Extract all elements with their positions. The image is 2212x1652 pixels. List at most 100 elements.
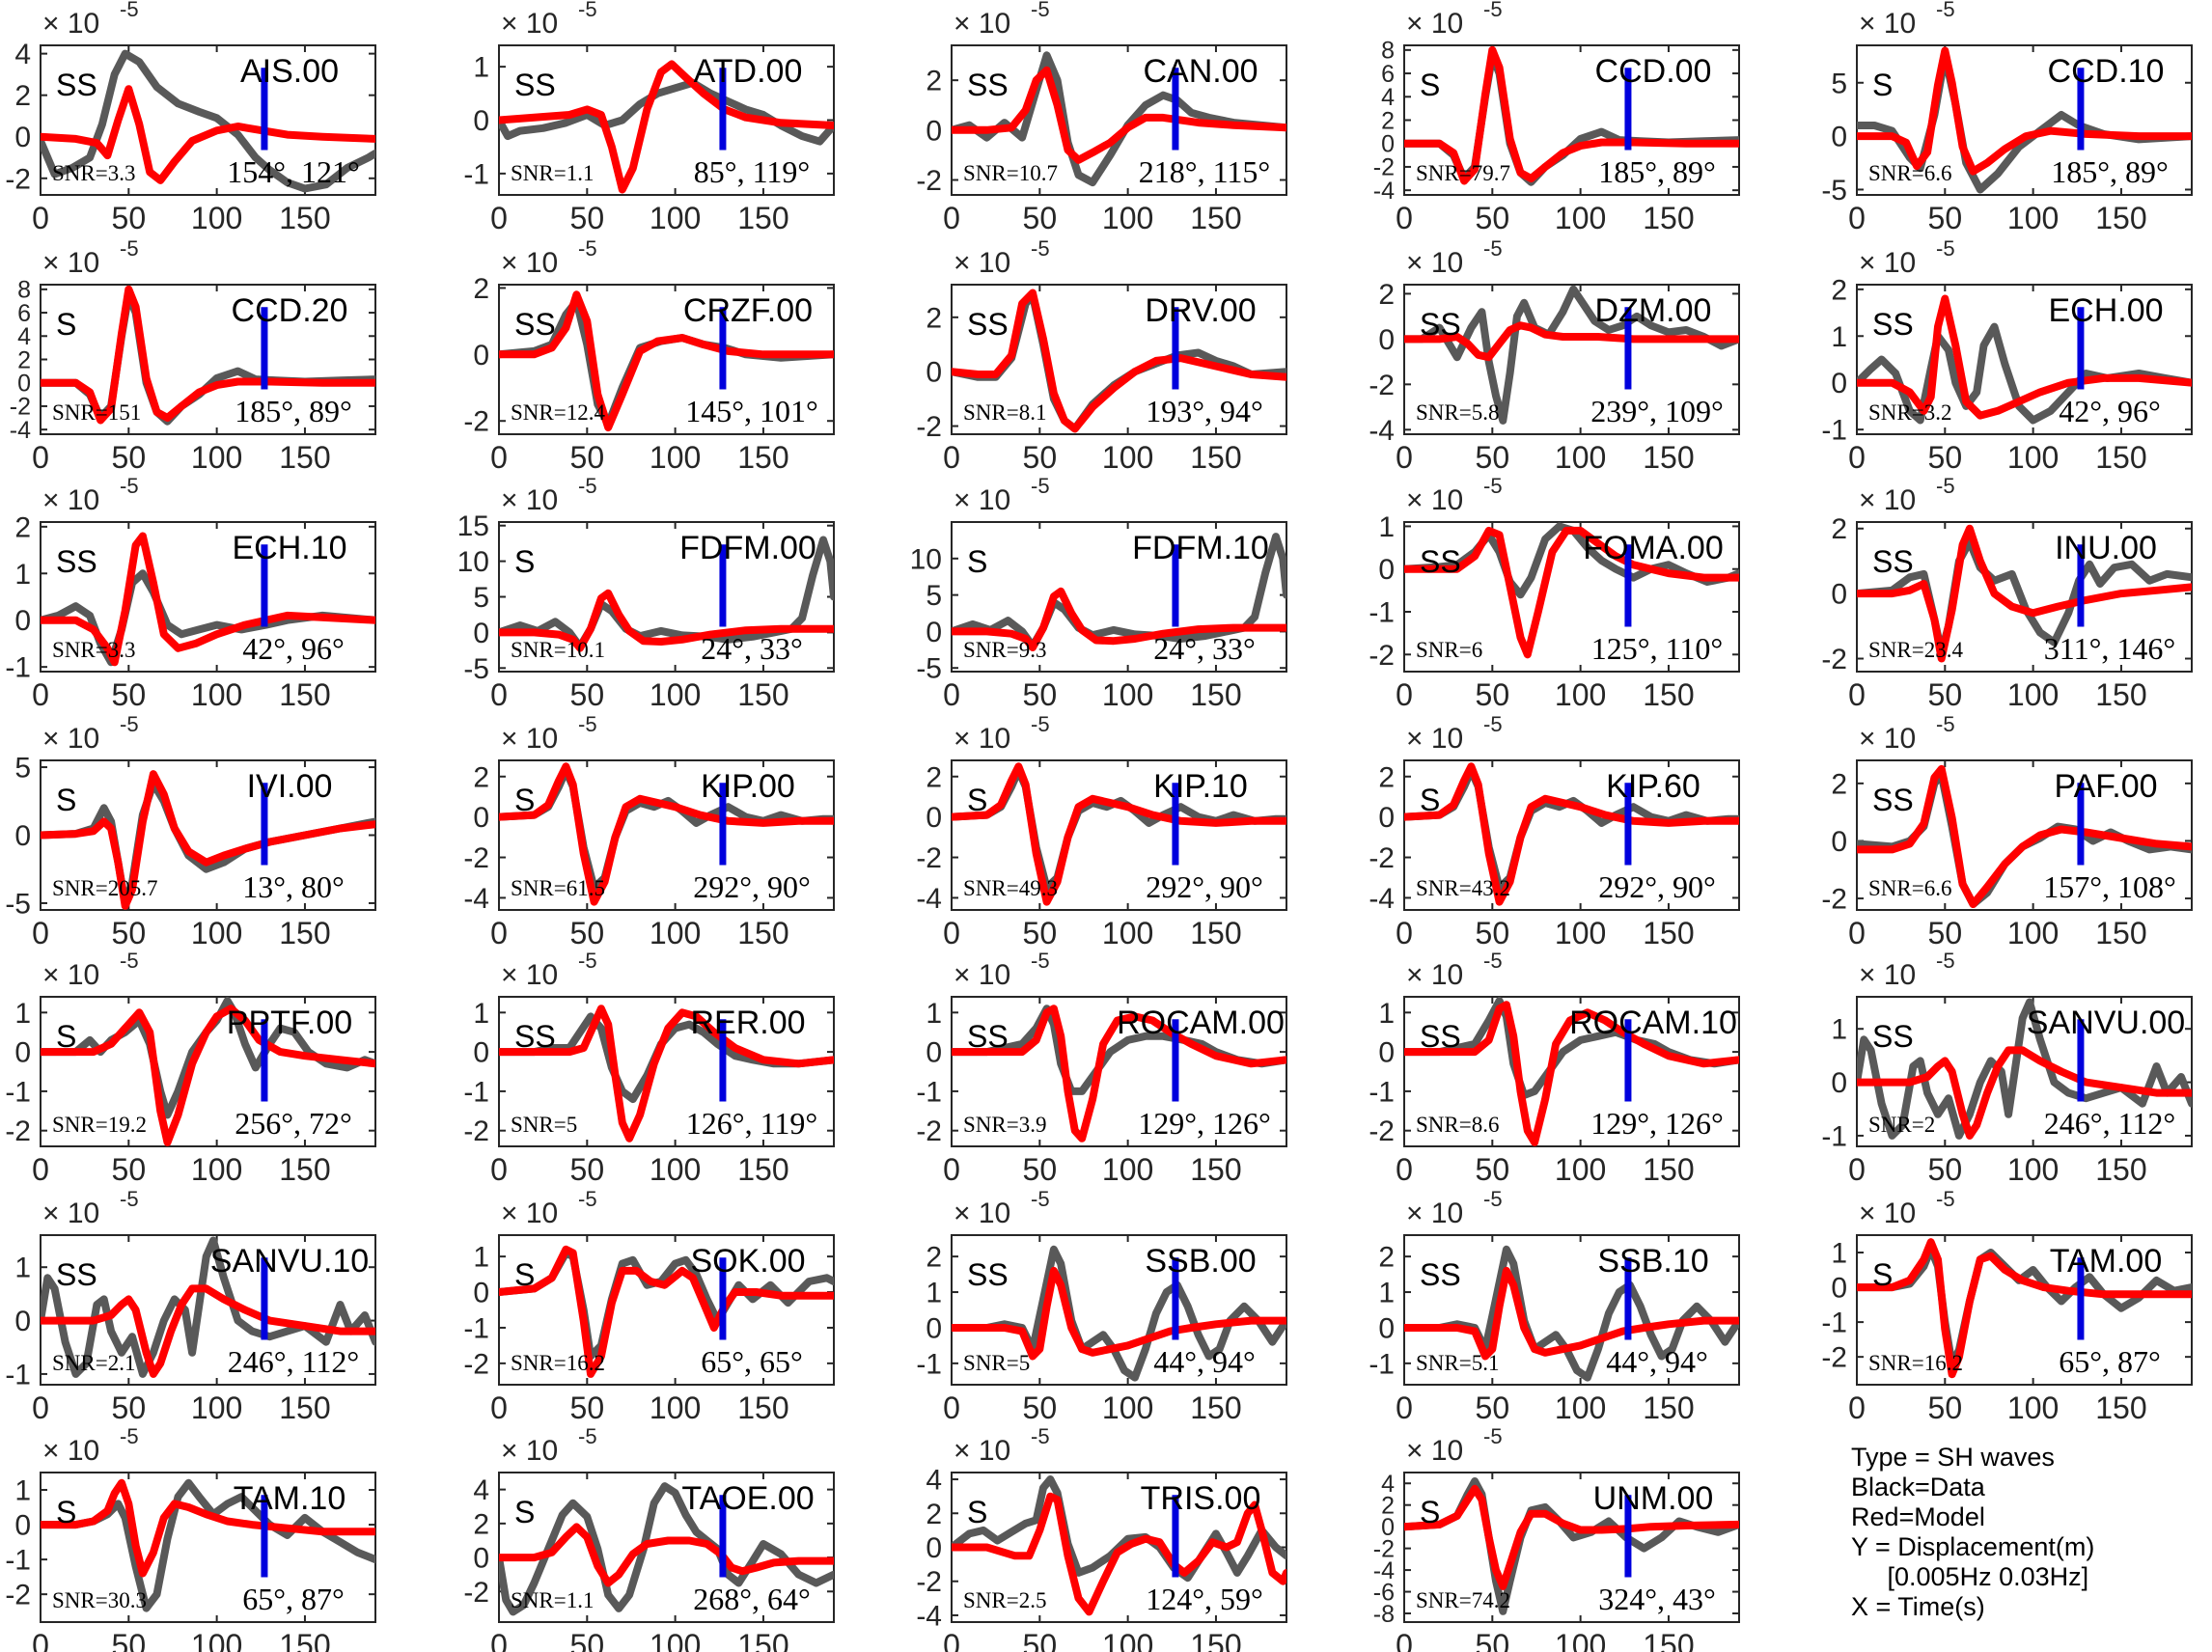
station-label: CRZF.00	[683, 292, 813, 329]
y-tick-label: -1	[5, 652, 31, 684]
y-exponent-label: × 10	[42, 8, 99, 40]
x-tick-label: 50	[570, 440, 605, 475]
x-tick-label: 150	[1190, 201, 1241, 235]
station-label: TAM.10	[234, 1480, 346, 1517]
y-tick-label: -1	[1821, 1308, 1847, 1339]
y-tick-label: -2	[463, 1348, 489, 1380]
y-tick-label: 4	[926, 1465, 942, 1497]
panel-rocam-00: 0 50 100 150 -2 -1 0 1 × 10 -5 ROCAM.00 SS SNR=3.9 12…	[916, 949, 1287, 1187]
y-exponent-label: × 10	[42, 1435, 99, 1467]
y-tick-label: -1	[463, 1312, 489, 1344]
phase-label: S	[514, 1495, 535, 1529]
station-label: SOK.00	[690, 1243, 805, 1280]
y-tick-label: -2	[1373, 154, 1395, 181]
y-exponent-power: -5	[1483, 0, 1503, 21]
x-tick-label: 150	[1643, 440, 1694, 475]
y-tick-label: 1	[1378, 1278, 1395, 1309]
station-label: SSB.00	[1145, 1243, 1256, 1280]
y-tick-label: 0	[926, 1312, 942, 1344]
model-trace	[1857, 764, 2192, 908]
y-tick-label: 0	[473, 1037, 489, 1069]
axes-box	[40, 521, 376, 673]
x-tick-label: 100	[1102, 1628, 1153, 1652]
azimuth-label: 324°, 43°	[1598, 1582, 1716, 1616]
azimuth-label: 185°, 89°	[235, 394, 352, 428]
phase-label: S	[967, 544, 987, 579]
azimuth-label: 65°, 87°	[2059, 1344, 2161, 1379]
x-tick-label: 150	[1643, 1390, 1694, 1425]
y-tick-label: 2	[473, 273, 489, 305]
y-tick-label: 5	[14, 753, 31, 785]
station-label: FDFM.10	[1132, 530, 1269, 566]
model-trace	[952, 587, 1286, 651]
legend-model: Red=Model	[1851, 1502, 1985, 1531]
axes-box	[1403, 521, 1740, 673]
y-tick-label: 4	[1381, 1471, 1395, 1498]
y-tick-label: 2	[1378, 761, 1395, 793]
x-tick-label: 100	[191, 1152, 242, 1187]
phase-label: S	[56, 1019, 76, 1054]
y-tick-label: -2	[1369, 1115, 1395, 1147]
y-tick-label: 0	[1831, 1273, 1847, 1305]
x-tick-label: 100	[1555, 1152, 1606, 1187]
phase-label: SS	[967, 68, 1009, 102]
x-tick-label: 150	[737, 1390, 788, 1425]
x-tick-label: 100	[2007, 1152, 2059, 1187]
x-tick-label: 50	[570, 201, 605, 235]
azimuth-label: 44°, 94°	[1153, 1344, 1256, 1379]
y-tick-label: 0	[926, 1037, 942, 1069]
x-tick-label: 50	[1023, 1390, 1058, 1425]
y-exponent-power: -5	[1936, 236, 1955, 261]
station-label: TAOE.00	[681, 1480, 814, 1517]
x-tick-label: 150	[1643, 916, 1694, 950]
azimuth-label: 126°, 119°	[686, 1106, 817, 1141]
station-label: UNM.00	[1593, 1480, 1714, 1517]
model-trace	[499, 762, 834, 906]
data-trace	[41, 49, 375, 193]
azimuth-label: 24°, 33°	[1153, 631, 1256, 666]
y-tick-label: -1	[916, 1348, 942, 1380]
x-tick-label: 150	[737, 916, 788, 950]
y-tick-label: 2	[1378, 1242, 1395, 1274]
y-tick-label: 8	[1381, 38, 1395, 65]
x-tick-label: 0	[490, 916, 508, 950]
y-tick-label: -5	[5, 888, 31, 920]
data-trace	[1404, 1477, 1739, 1615]
axes-box	[498, 1234, 835, 1386]
data-trace	[952, 1245, 1286, 1382]
x-tick-label: 50	[112, 1152, 147, 1187]
snr-label: SNR=10.7	[963, 161, 1058, 185]
x-tick-label: 100	[1102, 440, 1153, 475]
x-tick-label: 150	[279, 677, 330, 712]
x-tick-label: 150	[2095, 677, 2146, 712]
phase-label: S	[967, 1495, 987, 1529]
y-tick-label: -4	[1369, 883, 1395, 915]
y-tick-label: -2	[1369, 370, 1395, 401]
snr-label: SNR=79.7	[1416, 161, 1510, 185]
y-exponent-label: × 10	[1406, 1435, 1463, 1467]
y-exponent-label: × 10	[954, 247, 1010, 279]
model-trace	[499, 1245, 834, 1378]
y-tick-label: -4	[916, 883, 942, 915]
x-tick-label: 0	[1396, 677, 1413, 712]
station-label: IVI.00	[247, 768, 333, 805]
y-tick-label: 0	[1378, 1312, 1395, 1344]
y-exponent-label: × 10	[501, 8, 558, 40]
phase-label: SS	[967, 307, 1009, 342]
x-tick-label: 50	[570, 1152, 605, 1187]
y-exponent-label: × 10	[1406, 8, 1463, 40]
y-exponent-label: × 10	[1859, 247, 1916, 279]
x-tick-label: 100	[191, 916, 242, 950]
y-tick-label: -4	[1369, 415, 1395, 447]
x-tick-label: 150	[1190, 1390, 1241, 1425]
phase-label: S	[514, 544, 535, 579]
x-tick-label: 50	[1476, 1390, 1510, 1425]
x-tick-label: 0	[943, 1152, 960, 1187]
x-tick-label: 100	[650, 1628, 701, 1652]
y-tick-label: 0	[1381, 1514, 1395, 1541]
snr-label: SNR=9.3	[963, 638, 1046, 662]
y-tick-label: 0	[926, 1532, 942, 1564]
